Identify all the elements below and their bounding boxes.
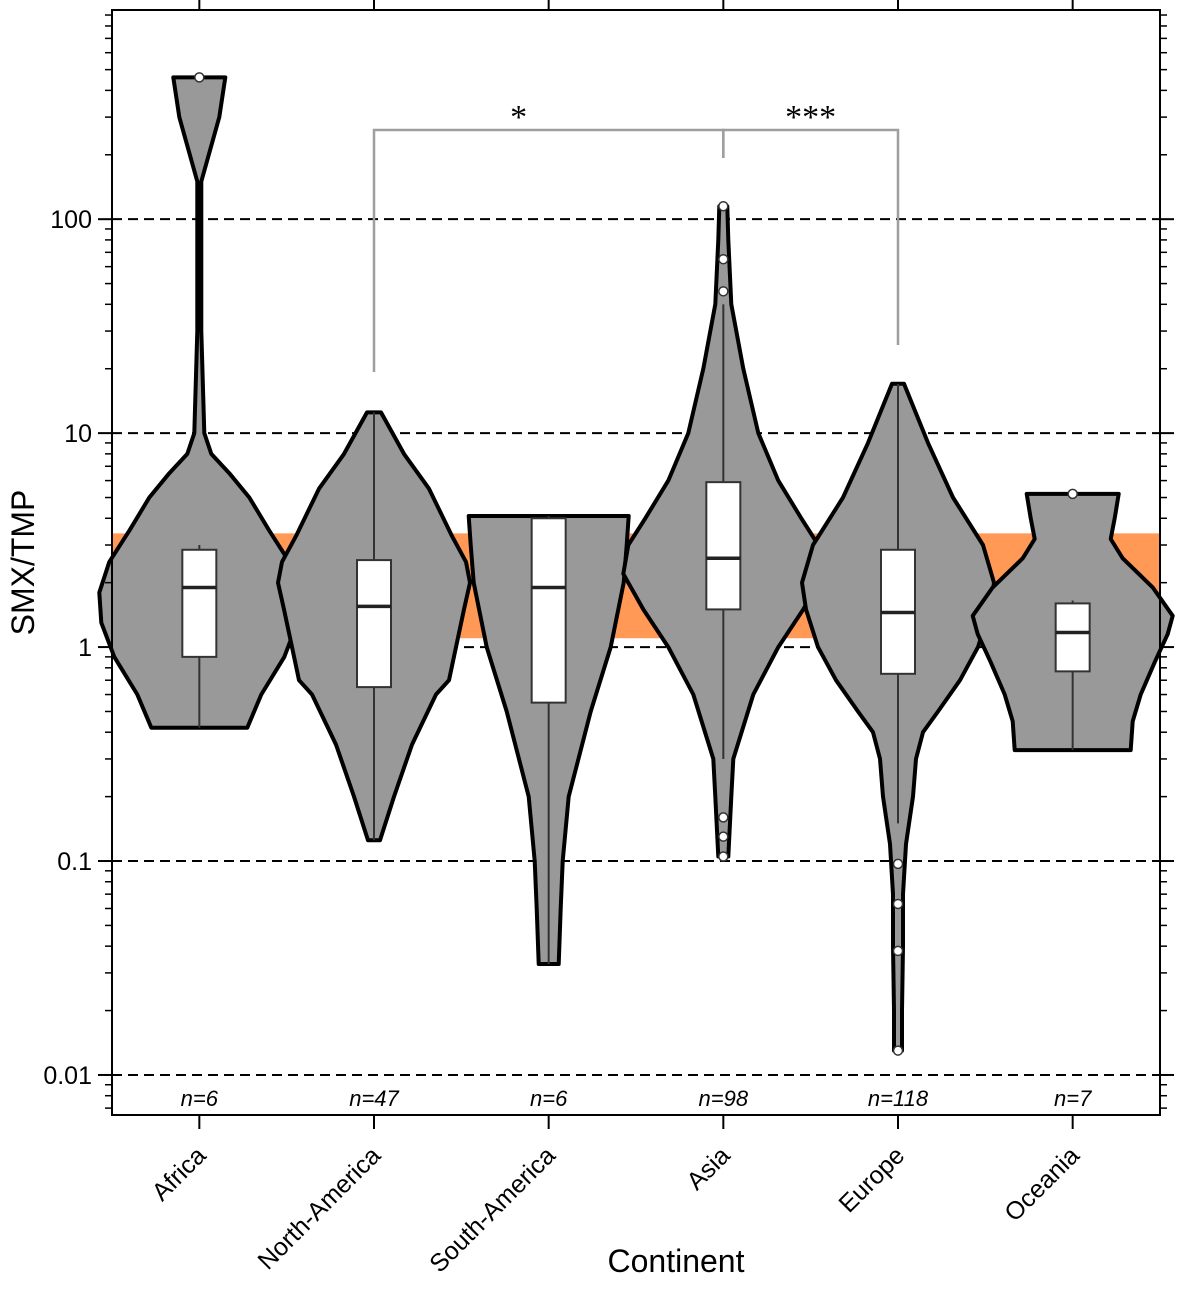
significance-label: *** <box>785 99 836 136</box>
box-oceania <box>1054 602 1091 673</box>
x-tick-label: Oceania <box>999 1141 1085 1227</box>
n-label: n=6 <box>530 1086 568 1111</box>
outlier-point <box>718 812 729 823</box>
x-tick-label: Africa <box>147 1141 212 1206</box>
n-label: n=98 <box>699 1086 749 1111</box>
x-tick-label: North-America <box>252 1141 386 1275</box>
outlier-point <box>718 286 729 297</box>
outlier-point <box>718 831 729 842</box>
outlier-point <box>194 72 205 83</box>
outlier-point <box>1067 488 1078 500</box>
significance-label: * <box>510 99 527 136</box>
plot-frame <box>111 9 1161 1116</box>
x-tick-label: Asia <box>681 1141 735 1195</box>
violins <box>97 72 1175 1056</box>
box-africa <box>181 548 218 658</box>
comparison-bracket <box>722 128 900 345</box>
outlier-point <box>892 945 904 957</box>
y-axis-ticks: 0.01 0.1 1 10 100 <box>43 14 1174 1109</box>
outlier-point <box>718 851 729 862</box>
y-tick-label: 1 <box>78 634 92 662</box>
n-label: n=47 <box>349 1086 399 1111</box>
x-tick-label: South-America <box>424 1141 561 1278</box>
outlier-point <box>892 898 904 910</box>
x-tick-label: Europe <box>833 1141 910 1218</box>
outlier-point <box>892 1045 904 1056</box>
x-axis-title: Continent <box>608 1243 745 1279</box>
y-tick-label: 0.01 <box>43 1062 92 1090</box>
n-label: n=7 <box>1054 1086 1092 1111</box>
n-label: n=6 <box>181 1086 219 1111</box>
outlier-point <box>892 858 904 870</box>
outlier-point <box>718 200 729 212</box>
y-axis-title: SMX/TMP <box>5 490 41 636</box>
outlier-point <box>718 253 729 265</box>
box-north-america <box>356 559 392 689</box>
sample-size-labels: n=6 n=47 n=6 n=98 n=118 n=7 <box>181 1086 1092 1111</box>
y-tick-label: 0.1 <box>57 848 92 876</box>
n-label: n=118 <box>868 1086 929 1111</box>
y-tick-label: 10 <box>64 420 92 448</box>
significance-brackets: * *** <box>372 99 900 372</box>
y-tick-label: 100 <box>50 206 92 234</box>
box-asia <box>705 481 742 611</box>
box-south-america <box>530 517 567 704</box>
